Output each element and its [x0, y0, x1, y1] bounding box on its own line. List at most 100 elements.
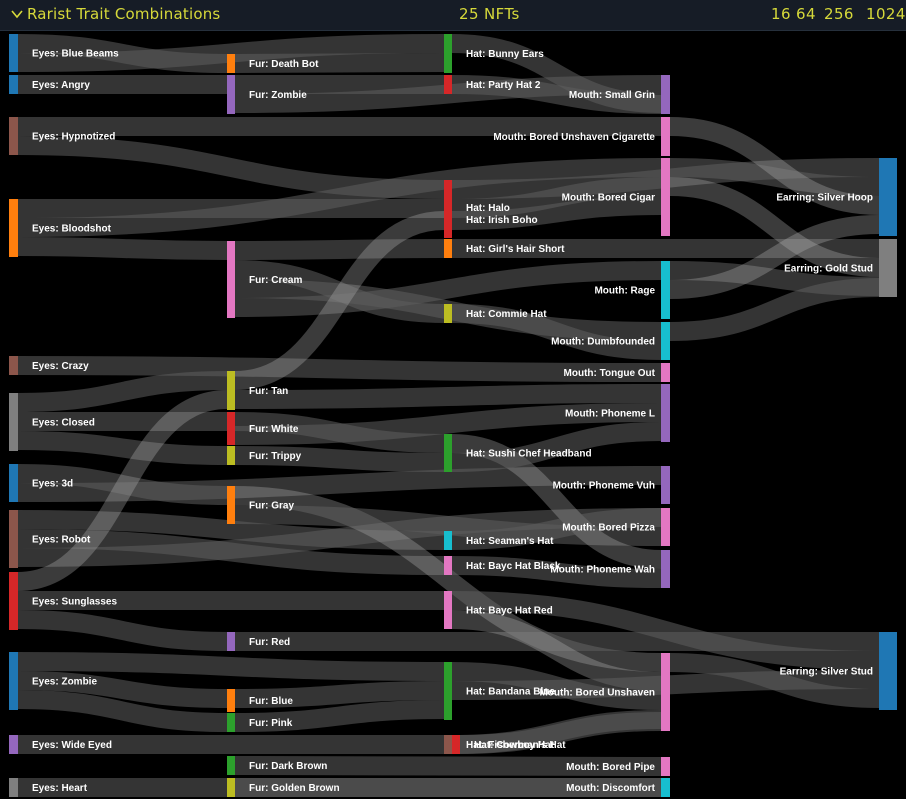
- sankey-node-hat-seaman-s-hat[interactable]: [444, 531, 452, 550]
- sankey-link-eyes-blue-beams-to-hat-bunny-ears[interactable]: [17, 34, 445, 72]
- sankey-link-fur-gray-to-mouth-bored-unshaven[interactable]: [234, 486, 662, 672]
- sankey-node-fur-dark-brown[interactable]: [227, 756, 235, 775]
- sankey-node-hat-party-hat-2[interactable]: [444, 75, 452, 94]
- sankey-node-mouth-phoneme-vuh[interactable]: [661, 466, 670, 504]
- sankey-link-eyes-crazy-to-mouth-tongue-out[interactable]: [17, 356, 662, 382]
- sankey-node-mouth-bored-pipe[interactable]: [661, 757, 670, 776]
- sankey-link-fur-white-to-mouth-phoneme-l[interactable]: [234, 403, 662, 445]
- sankey-node-eyes-3d[interactable]: [9, 464, 18, 502]
- sankey-node-hat-fisherman-s-hat[interactable]: [444, 735, 452, 754]
- sankey-node-mouth-dumbfounded[interactable]: [661, 322, 670, 360]
- sankey-link-mouth-bored-unshaven-cigarette-to-earring-silver-hoop[interactable]: [669, 117, 880, 215]
- sankey-node-earring-gold-stud[interactable]: [879, 239, 897, 297]
- zoom-option-16[interactable]: 16: [771, 5, 791, 23]
- sankey-link-fur-death-bot-to-hat-bunny-ears[interactable]: [234, 53, 445, 73]
- sankey-link-mouth-bored-cigar-to-earring-silver-hoop[interactable]: [669, 158, 880, 196]
- sankey-node-hat-halo[interactable]: [444, 180, 452, 238]
- sankey-node-eyes-bloodshot[interactable]: [9, 199, 18, 257]
- sankey-node-mouth-tongue-out[interactable]: [661, 363, 670, 382]
- zoom-option-64[interactable]: 64: [796, 5, 816, 23]
- sankey-node-mouth-small-grin[interactable]: [661, 75, 670, 114]
- sankey-node-hat-bayc-hat-red[interactable]: [444, 591, 452, 629]
- sankey-node-mouth-bored-cigar[interactable]: [661, 158, 670, 236]
- sankey-node-hat-irish-boho[interactable]: [444, 211, 452, 212]
- sankey-link-eyes-zombie-to-fur-pink[interactable]: [17, 690, 228, 732]
- sankey-node-hat-girl-s-hair-short[interactable]: [444, 239, 452, 258]
- sankey-link-hat-irish-boho-to-mouth-bored-cigar[interactable]: [451, 196, 662, 230]
- sankey-node-mouth-phoneme-wah[interactable]: [661, 550, 670, 588]
- sankey-node-fur-pink[interactable]: [227, 713, 235, 732]
- sankey-link-hat-bayc-hat-black-to-mouth-phoneme-wah[interactable]: [451, 556, 662, 588]
- sankey-link-eyes-sunglasses-to-fur-tan[interactable]: [17, 390, 228, 591]
- sankey-node-mouth-bored-unshaven-cigarette[interactable]: [661, 117, 670, 156]
- sankey-node-fur-white[interactable]: [227, 412, 235, 445]
- sankey-node-eyes-angry[interactable]: [9, 75, 18, 94]
- sankey-link-fur-pink-to-hat-bandana-blue[interactable]: [234, 700, 445, 732]
- sankey-node-hat-bandana-blue[interactable]: [444, 662, 452, 720]
- sankey-node-fur-tan[interactable]: [227, 371, 235, 410]
- sankey-node-eyes-blue-beams[interactable]: [9, 34, 18, 72]
- chevron-down-icon[interactable]: [10, 6, 24, 22]
- sankey-node-eyes-closed[interactable]: [9, 393, 18, 451]
- sankey-link-hat-halo-to-mouth-bored-cigar[interactable]: [451, 177, 662, 218]
- zoom-option-256[interactable]: 256: [824, 5, 854, 23]
- sankey-node-fur-trippy[interactable]: [227, 446, 235, 465]
- sankey-link-fur-cream-to-hat-girl-s-hair-short[interactable]: [234, 239, 445, 260]
- sankey-link-fur-trippy-to-hat-sushi-chef-headband[interactable]: [234, 446, 445, 472]
- sankey-node-eyes-hypnotized[interactable]: [9, 117, 18, 155]
- sankey-node-fur-blue[interactable]: [227, 689, 235, 712]
- sankey-node-hat-commie-hat[interactable]: [444, 304, 452, 323]
- sankey-link-eyes-sunglasses-to-fur-red[interactable]: [17, 610, 228, 651]
- panel-title[interactable]: Rarist Trait Combinations: [27, 5, 221, 23]
- sankey-link-eyes-bloodshot-to-mouth-bored-cigar[interactable]: [17, 158, 662, 237]
- sankey-link-eyes-zombie-to-hat-bandana-blue[interactable]: [17, 652, 445, 681]
- sankey-node-earring-silver-stud[interactable]: [879, 632, 897, 710]
- sankey-node-fur-golden-brown[interactable]: [227, 778, 235, 797]
- sankey-link-hat-bayc-hat-red-to-earring-silver-stud[interactable]: [451, 591, 880, 670]
- sankey-link-fur-blue-to-hat-bandana-blue[interactable]: [234, 681, 445, 708]
- sankey-node-fur-gray[interactable]: [227, 486, 235, 524]
- sankey-link-mouth-rage-to-earring-silver-hoop[interactable]: [669, 215, 880, 299]
- sankey-node-eyes-sunglasses[interactable]: [9, 572, 18, 630]
- sankey-node-fur-cream[interactable]: [227, 241, 235, 318]
- sankey-node-hat-bunny-ears[interactable]: [444, 34, 452, 73]
- zoom-option-1024[interactable]: 1024: [866, 5, 906, 23]
- sankey-node-fur-red[interactable]: [227, 632, 235, 651]
- sankey-link-eyes-closed-to-fur-tan[interactable]: [17, 371, 228, 412]
- sankey-node-hat-sushi-chef-headband[interactable]: [444, 434, 452, 472]
- sankey-node-eyes-wide-eyed[interactable]: [9, 735, 18, 754]
- sankey-node-hat-bayc-hat-black[interactable]: [444, 556, 452, 575]
- sankey-node-fur-zombie[interactable]: [227, 75, 235, 114]
- sankey-link-hat-sushi-chef-headband-to-mouth-phoneme-wah[interactable]: [451, 434, 662, 569]
- sankey-node-mouth-discomfort[interactable]: [661, 778, 670, 797]
- sankey-node-earring-silver-hoop[interactable]: [879, 158, 897, 236]
- sankey-node-mouth-phoneme-l[interactable]: [661, 384, 670, 442]
- sankey-node-eyes-heart[interactable]: [9, 778, 18, 797]
- sankey-link-hat-sushi-chef-headband-to-mouth-phoneme-l[interactable]: [451, 422, 662, 472]
- sankey-link-eyes-3d-to-mouth-phoneme-vuh[interactable]: [17, 466, 662, 502]
- sankey-node-fur-death-bot[interactable]: [227, 54, 235, 73]
- sankey-link-fur-gray-to-mouth-bored-pizza[interactable]: [234, 505, 662, 546]
- sankey-link-mouth-dumbfounded-to-earring-gold-stud[interactable]: [669, 278, 880, 341]
- sankey-node-mouth-rage[interactable]: [661, 261, 670, 319]
- sankey-link-hat-seaman-s-hat-to-mouth-bored-pizza[interactable]: [451, 508, 662, 550]
- sankey-link-hat-commie-hat-to-mouth-dumbfounded[interactable]: [451, 304, 662, 360]
- sankey-node-mouth-bored-unshaven[interactable]: [661, 653, 670, 731]
- sankey-link-eyes-robot-to-mouth-bored-pizza[interactable]: [17, 508, 662, 567]
- sankey-link-fur-tan-to-hat-irish-boho[interactable]: [234, 211, 445, 390]
- sankey-node-mouth-bored-pizza[interactable]: [661, 508, 670, 546]
- sankey-node-hat-cowboy-hat[interactable]: [452, 735, 460, 754]
- sankey-link-fur-cream-to-mouth-rage[interactable]: [234, 261, 662, 317]
- sankey-link-mouth-bored-unshaven-to-earring-silver-stud[interactable]: [669, 653, 880, 708]
- sankey-node-eyes-zombie[interactable]: [9, 652, 18, 710]
- sankey-link-fur-dark-brown-to-mouth-bored-pipe[interactable]: [234, 756, 662, 776]
- sankey-node-eyes-robot[interactable]: [9, 510, 18, 568]
- sankey-link-mouth-bored-cigar-to-earring-gold-stud[interactable]: [669, 177, 880, 277]
- sankey-link-eyes-closed-to-fur-trippy[interactable]: [17, 431, 228, 465]
- sankey-link-hat-party-hat-2-to-mouth-small-grin[interactable]: [451, 75, 662, 114]
- sankey-link-hat-cowboy-hat-to-mouth-bored-unshaven[interactable]: [459, 712, 662, 754]
- sankey-link-fur-tan-to-mouth-phoneme-l[interactable]: [234, 384, 662, 409]
- sankey-link-eyes-zombie-to-fur-blue[interactable]: [17, 671, 228, 708]
- sankey-link-eyes-bloodshot-to-fur-cream[interactable]: [17, 237, 228, 260]
- sankey-node-eyes-crazy[interactable]: [9, 356, 18, 375]
